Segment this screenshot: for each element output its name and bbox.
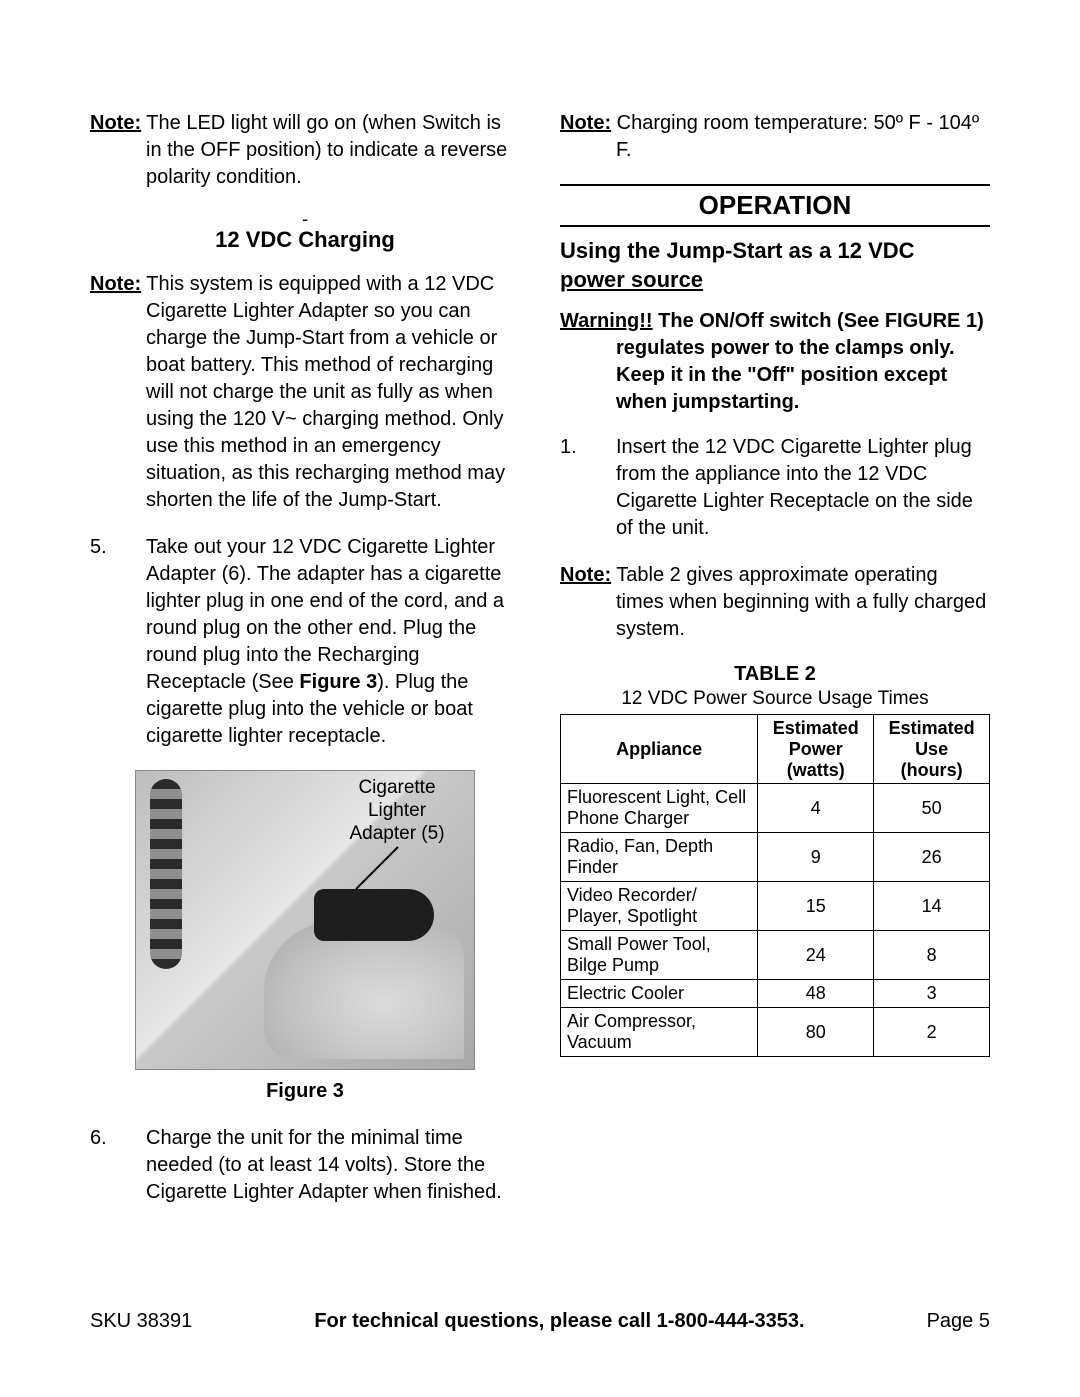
footer-page: Page 5 <box>927 1310 990 1333</box>
table-row: Electric Cooler 48 3 <box>561 980 990 1008</box>
cell-appliance: Radio, Fan, Depth Finder <box>561 833 758 882</box>
usage-table-body: Fluorescent Light, Cell Phone Charger 4 … <box>561 784 990 1057</box>
table-row: Small Power Tool, Bilge Pump 24 8 <box>561 931 990 980</box>
note-label: Note: <box>560 564 611 586</box>
note-system: Note: This system is equipped with a 12 … <box>90 271 520 514</box>
figure-label-l1: Cigarette <box>332 777 462 800</box>
col-power-l3: (watts) <box>787 760 845 780</box>
cell-power: 15 <box>758 882 874 931</box>
vdc-charging-heading: - 12 VDC Charging <box>90 211 520 253</box>
subsection-l2: power source <box>560 267 703 292</box>
step-5-number: 5. <box>90 534 138 561</box>
warning-label: Warning!! <box>560 310 653 332</box>
cell-use: 3 <box>874 980 990 1008</box>
table-row: Radio, Fan, Depth Finder 9 26 <box>561 833 990 882</box>
col-use-l2: Use <box>915 739 948 759</box>
cell-power: 80 <box>758 1008 874 1057</box>
cell-appliance: Video Recorder/ Player, Spotlight <box>561 882 758 931</box>
figure-grip-shape <box>150 779 182 969</box>
figure-3-image: Cigarette Lighter Adapter (5) <box>135 770 475 1070</box>
table-row: Fluorescent Light, Cell Phone Charger 4 … <box>561 784 990 833</box>
cell-use: 26 <box>874 833 990 882</box>
note-temperature-text: Charging room temperature: 50º F - 104º … <box>611 112 979 161</box>
col-power-l2: Power <box>789 739 843 759</box>
step-6-text: Charge the unit for the minimal time nee… <box>146 1127 502 1203</box>
figure-label-l2: Lighter <box>332 800 462 823</box>
col-appliance: Appliance <box>561 715 758 784</box>
col-use: Estimated Use (hours) <box>874 715 990 784</box>
step-1: 1. Insert the 12 VDC Cigarette Lighter p… <box>560 434 990 542</box>
figure-pointer-line <box>354 845 400 891</box>
operation-rule-bottom <box>560 225 990 227</box>
figure-plug-shape <box>314 889 434 941</box>
cell-appliance: Electric Cooler <box>561 980 758 1008</box>
step-1-number: 1. <box>560 434 608 461</box>
table-row: Air Compressor, Vacuum 80 2 <box>561 1008 990 1057</box>
figure-label-l3: Adapter (5) <box>332 823 462 846</box>
step-6: 6. Charge the unit for the minimal time … <box>90 1125 520 1206</box>
table-2-title: TABLE 2 <box>560 663 990 686</box>
table-row: Video Recorder/ Player, Spotlight 15 14 <box>561 882 990 931</box>
col-use-l3: (hours) <box>901 760 963 780</box>
step-1-text: Insert the 12 VDC Cigarette Lighter plug… <box>616 436 973 539</box>
note-table-text: Table 2 gives approximate operating time… <box>611 564 986 640</box>
note-led-text: The LED light will go on (when Switch is… <box>141 112 507 188</box>
col-power: Estimated Power (watts) <box>758 715 874 784</box>
cell-power: 9 <box>758 833 874 882</box>
figure-label: Cigarette Lighter Adapter (5) <box>332 777 462 845</box>
warning-block: Warning!! The ON/Off switch (See FIGURE … <box>560 308 990 416</box>
col-power-l1: Estimated <box>773 718 859 738</box>
left-column: Note: The LED light will go on (when Swi… <box>90 110 520 1226</box>
warning-text: The ON/Off switch (See FIGURE 1) regulat… <box>616 310 984 413</box>
usage-table: Appliance Estimated Power (watts) Estima… <box>560 714 990 1057</box>
cell-appliance: Air Compressor, Vacuum <box>561 1008 758 1057</box>
right-column: Note: Charging room temperature: 50º F -… <box>560 110 990 1226</box>
figure-3-caption: Figure 3 <box>90 1080 520 1103</box>
operation-heading: OPERATION <box>560 186 990 225</box>
note-label: Note: <box>90 273 141 295</box>
note-label: Note: <box>560 112 611 134</box>
cell-appliance: Small Power Tool, Bilge Pump <box>561 931 758 980</box>
step-5: 5. Take out your 12 VDC Cigarette Lighte… <box>90 534 520 750</box>
cell-use: 2 <box>874 1008 990 1057</box>
cell-power: 24 <box>758 931 874 980</box>
content-columns: Note: The LED light will go on (when Swi… <box>90 110 990 1226</box>
note-label: Note: <box>90 112 141 134</box>
cell-power: 4 <box>758 784 874 833</box>
col-appliance-label: Appliance <box>616 739 702 759</box>
cell-power: 48 <box>758 980 874 1008</box>
col-use-l1: Estimated <box>889 718 975 738</box>
step-5-text-a: Take out your 12 VDC Cigarette Lighter A… <box>146 536 504 693</box>
cell-appliance: Fluorescent Light, Cell Phone Charger <box>561 784 758 833</box>
note-table: Note: Table 2 gives approximate operatin… <box>560 562 990 643</box>
step-5-figure-ref: Figure 3 <box>299 671 377 693</box>
step-6-number: 6. <box>90 1125 138 1152</box>
page-footer: SKU 38391 For technical questions, pleas… <box>90 1310 990 1333</box>
subsection-heading: Using the Jump-Start as a 12 VDC power s… <box>560 237 990 294</box>
table-2-subtitle: 12 VDC Power Source Usage Times <box>560 688 990 710</box>
note-system-text: This system is equipped with a 12 VDC Ci… <box>141 273 505 511</box>
cell-use: 8 <box>874 931 990 980</box>
vdc-charging-title: 12 VDC Charging <box>90 227 520 253</box>
note-temperature: Note: Charging room temperature: 50º F -… <box>560 110 990 164</box>
footer-support: For technical questions, please call 1-8… <box>314 1310 804 1333</box>
note-led: Note: The LED light will go on (when Swi… <box>90 110 520 191</box>
cell-use: 14 <box>874 882 990 931</box>
footer-sku: SKU 38391 <box>90 1310 192 1333</box>
dash: - <box>90 211 520 227</box>
subsection-l1: Using the Jump-Start as a 12 VDC <box>560 238 915 263</box>
cell-use: 50 <box>874 784 990 833</box>
table-header-row: Appliance Estimated Power (watts) Estima… <box>561 715 990 784</box>
